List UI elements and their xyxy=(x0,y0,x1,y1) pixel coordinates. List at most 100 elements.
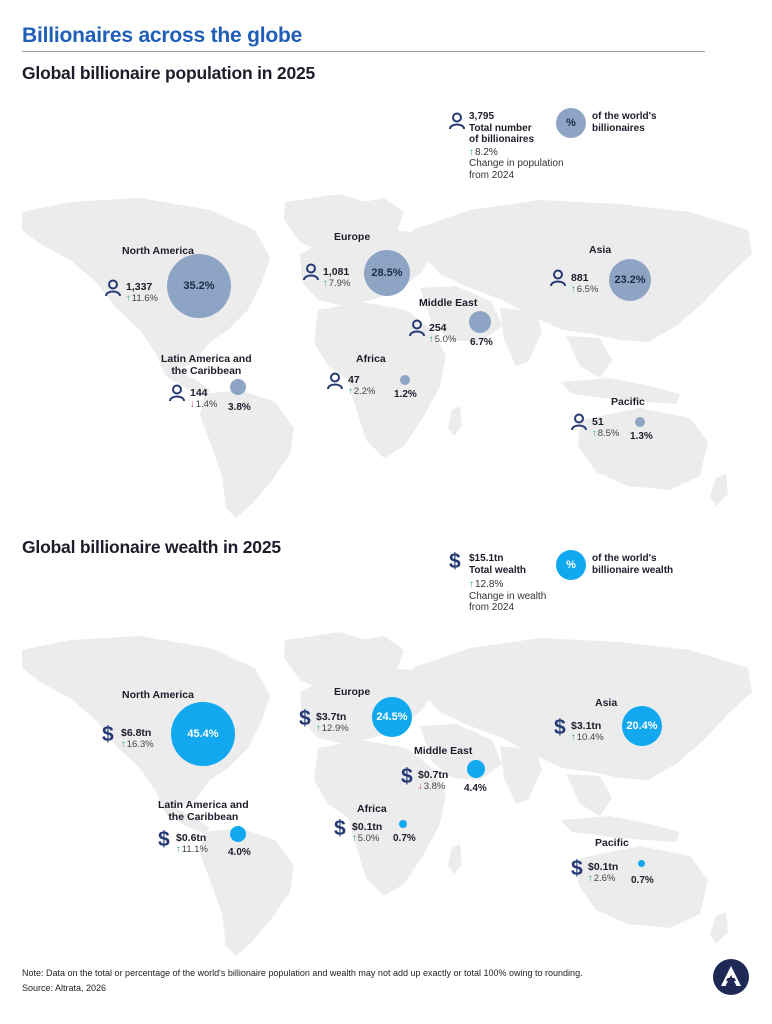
population-region-3-name-line-1: Middle East xyxy=(419,297,478,309)
wealth-region-6-name: Pacific xyxy=(595,837,629,849)
page-title: Billionaires across the globe xyxy=(22,24,303,47)
title-divider xyxy=(22,51,705,52)
arrow-up-icon: ↑ xyxy=(429,334,434,345)
person-icon xyxy=(302,263,320,286)
population-total-label-1: Total number xyxy=(469,122,532,134)
wealth-region-6-share-bubble xyxy=(637,859,645,867)
population-region-3-share: 6.7% xyxy=(470,337,493,348)
wealth-region-6-stats: $0.1tn ↑2.6% xyxy=(588,861,618,884)
arrow-up-icon: ↑ xyxy=(469,146,474,158)
population-region-4-name-line-1: Latin America and xyxy=(161,353,252,365)
population-region-5-value: 47 xyxy=(348,374,360,386)
population-region-3-share-bubble xyxy=(469,311,491,333)
population-region-6-stats: 51 ↑8.5% xyxy=(592,416,619,439)
wealth-region-4-name-line-1: Latin America and xyxy=(158,799,249,811)
wealth-region-0-share: 45.4% xyxy=(187,728,219,740)
dollar-icon: $ xyxy=(158,828,170,851)
wealth-region-0-name-line-1: North America xyxy=(122,689,194,701)
altrata-logo-icon xyxy=(713,959,749,995)
wealth-region-6-change: ↑2.6% xyxy=(588,873,616,884)
population-region-1-stats: 1,081 ↑7.9% xyxy=(323,266,350,289)
wealth-region-5-name-line-1: Africa xyxy=(357,803,387,815)
population-region-5-stats: 47 ↑2.2% xyxy=(348,374,375,397)
wealth-region-4-name-line-2: the Caribbean xyxy=(168,811,239,823)
population-region-0-name: North America xyxy=(122,245,194,257)
footnote: Note: Data on the total or percentage of… xyxy=(22,966,583,996)
population-legend-bubble: % xyxy=(556,108,586,138)
wealth-region-1-name-line-1: Europe xyxy=(334,686,371,698)
population-region-3-name: Middle East xyxy=(419,297,477,309)
population-region-2-share: 23.2% xyxy=(614,274,646,286)
wealth-region-1-stats: $3.7tn ↑12.9% xyxy=(316,711,349,734)
population-change-label-1: Change in population xyxy=(469,158,564,169)
dollar-icon: $ xyxy=(401,765,413,788)
wealth-region-3-share: 4.4% xyxy=(464,783,487,794)
footnote-text: Note: Data on the total or percentage of… xyxy=(22,968,583,978)
population-region-5-name: Africa xyxy=(356,353,386,365)
dollar-icon: $ xyxy=(299,707,311,730)
population-region-4-share: 3.8% xyxy=(228,402,251,413)
wealth-region-6-share: 0.7% xyxy=(631,875,654,886)
population-change-label-2: from 2024 xyxy=(469,169,515,181)
population-legend-pct-text: of the world's billionaires xyxy=(592,111,657,134)
dollar-icon: $ xyxy=(571,857,583,880)
population-legend-pct-symbol: % xyxy=(566,117,576,129)
wealth-region-2-stats: $3.1tn ↑10.4% xyxy=(571,720,604,743)
population-pct-label-2: billionaires xyxy=(592,122,645,134)
wealth-region-6-name-line-1: Pacific xyxy=(595,837,629,849)
wealth-region-2-change: ↑10.4% xyxy=(571,732,604,743)
population-region-0-stats: 1,337 ↑11.6% xyxy=(126,281,158,304)
arrow-up-icon: ↑ xyxy=(121,739,126,750)
population-region-4-value: 144 xyxy=(190,387,208,399)
wealth-legend-text: $15.1tn Total wealth ↑12.8% Change in we… xyxy=(469,553,546,614)
arrow-up-icon: ↑ xyxy=(316,723,321,734)
dollar-icon: $ xyxy=(102,723,114,746)
population-region-6-value: 51 xyxy=(592,416,604,428)
wealth-world-map xyxy=(22,632,752,956)
wealth-region-5-stats: $0.1tn ↑5.0% xyxy=(352,821,382,844)
population-region-3-value: 254 xyxy=(429,322,447,334)
population-total-change: 8.2% xyxy=(475,146,498,158)
wealth-region-4-change: ↑11.1% xyxy=(176,844,208,855)
wealth-total-value: $15.1tn xyxy=(469,553,504,564)
population-region-1-change: ↑7.9% xyxy=(323,278,351,289)
population-region-6-share-bubble xyxy=(635,417,645,427)
wealth-region-0-value: $6.8tn xyxy=(121,727,152,739)
population-region-2-value: 881 xyxy=(571,272,589,284)
arrow-down-icon: ↓ xyxy=(190,399,195,410)
wealth-region-1-value: $3.7tn xyxy=(316,711,347,723)
arrow-up-icon: ↑ xyxy=(469,579,474,590)
wealth-region-4-value: $0.6tn xyxy=(176,832,207,844)
population-section-title: Global billionaire population in 2025 xyxy=(22,63,316,83)
wealth-change-label-2: from 2024 xyxy=(469,602,515,613)
arrow-up-icon: ↑ xyxy=(126,293,131,304)
wealth-region-0-share-bubble: 45.4% xyxy=(171,702,235,766)
population-region-3-stats: 254 ↑5.0% xyxy=(429,322,456,345)
wealth-region-3-stats: $0.7tn ↓3.8% xyxy=(418,769,448,792)
population-region-5-share-bubble xyxy=(400,375,410,385)
population-region-5-share: 1.2% xyxy=(394,389,417,400)
arrow-up-icon: ↑ xyxy=(571,284,576,295)
person-icon xyxy=(408,319,426,342)
person-icon xyxy=(449,112,465,130)
wealth-region-2-share: 20.4% xyxy=(626,720,658,732)
source-text: Source: Altrata, 2026 xyxy=(22,983,107,993)
population-region-6-change: ↑8.5% xyxy=(592,428,620,439)
wealth-region-5-value: $0.1tn xyxy=(352,821,383,833)
wealth-region-2-name: Asia xyxy=(595,697,617,709)
arrow-up-icon: ↑ xyxy=(323,278,328,289)
wealth-region-3-change: ↓3.8% xyxy=(418,781,446,792)
wealth-region-0-name: North America xyxy=(122,689,194,701)
wealth-region-2-share-bubble: 20.4% xyxy=(622,706,662,746)
person-icon xyxy=(549,269,567,292)
population-region-4-name: Latin America and the Caribbean xyxy=(161,353,252,377)
wealth-region-1-change: ↑12.9% xyxy=(316,723,349,734)
wealth-region-0-change: ↑16.3% xyxy=(121,739,154,750)
arrow-up-icon: ↑ xyxy=(571,732,576,743)
population-region-0-value: 1,337 xyxy=(126,281,153,293)
population-region-6-name: Pacific xyxy=(611,396,645,408)
population-region-4-change: ↓1.4% xyxy=(190,399,218,410)
wealth-region-4-stats: $0.6tn ↑11.1% xyxy=(176,832,208,855)
arrow-up-icon: ↑ xyxy=(592,428,597,439)
dollar-icon: $ xyxy=(554,716,566,739)
